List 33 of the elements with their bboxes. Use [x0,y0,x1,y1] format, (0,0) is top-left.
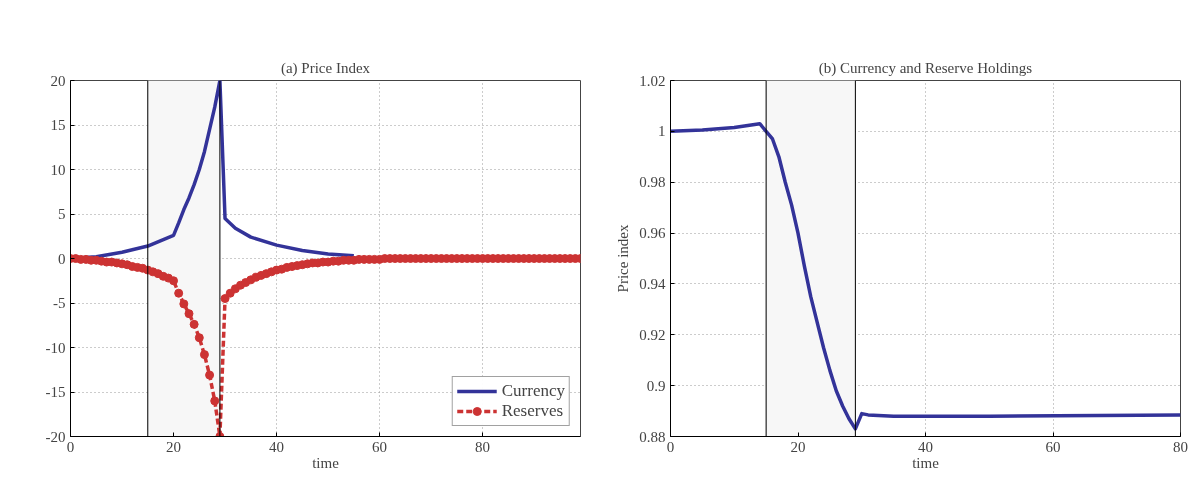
x-tick-label: 40 [269,438,285,455]
y-tick-label: 0.98 [639,174,666,191]
y-axis-title: Price index [615,224,632,293]
x-tick-label: 80 [475,438,491,455]
legend-label: Reserves [501,401,564,421]
x-axis-title: time [912,454,940,471]
y-tick-label: 0.9 [646,377,666,394]
y-tick-label: -15 [45,384,66,400]
y-tick-label: 0.96 [639,225,666,242]
x-tick-label: 40 [918,438,933,455]
y-tick-label: -10 [45,339,66,356]
x-tick-label: 80 [1173,438,1188,455]
chart-title: (b) Currency and Reserve Holdings [818,59,1033,77]
x-axis-title: time [312,454,340,471]
y-tick-label: 0.88 [639,428,666,445]
x-tick-label: 60 [1045,438,1061,455]
legend-label: Currency [501,381,565,401]
y-tick-label: 0 [58,250,66,267]
y-tick-label: -20 [45,428,66,445]
y-tick-label: 1 [658,123,666,140]
x-tick-label: 20 [790,438,806,455]
chart-title: (a) Price Index [280,59,371,77]
y-tick-label: 10 [50,161,66,178]
y-tick-label: -5 [53,295,66,311]
x-tick-label: 20 [166,438,182,455]
y-tick-label: 15 [50,117,66,133]
line-series [670,121,1181,431]
y-tick-label: 5 [58,206,66,222]
y-tick-label: 0.92 [639,326,666,343]
y-tick-label: 20 [50,72,66,89]
y-tick-label: 1.02 [639,72,666,89]
x-tick-label: 60 [372,438,388,455]
y-tick-label: 0.94 [639,275,666,292]
